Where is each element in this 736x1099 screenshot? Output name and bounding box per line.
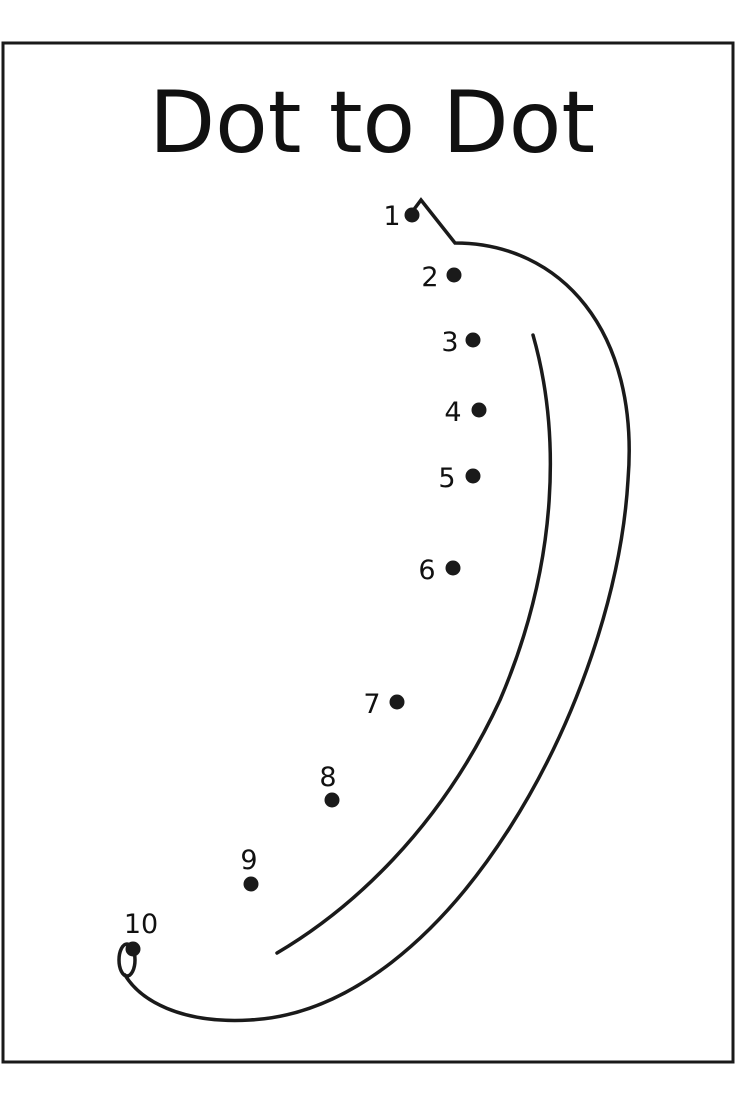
dot-7 [389,694,405,710]
dot-5 [465,468,481,484]
dot-1 [404,207,420,223]
dot-2 [446,267,462,283]
dot-label-2: 2 [421,262,438,293]
dot-8 [324,792,340,808]
page-title: Dot to Dot [149,73,595,173]
dot-3 [465,332,481,348]
dot-9 [243,876,259,892]
dot-label-1: 1 [383,201,400,232]
banana-tip-loop [117,942,137,978]
dot-label-4: 4 [444,397,461,428]
dot-label-6: 6 [418,555,435,586]
dot-label-10: 10 [124,909,158,940]
banana-outer-outline [123,197,631,1023]
dot-6 [445,560,461,576]
dot-label-3: 3 [441,327,458,358]
dot-label-9: 9 [240,845,257,876]
dot-label-8: 8 [319,762,336,793]
banana-inner-outline [275,333,553,955]
dot-label-5: 5 [438,463,455,494]
dot-group: 12 3 4 5 6 7 8 9 10 [124,201,487,957]
dot-4 [471,402,487,418]
page-border [1,41,735,1064]
dot-10 [125,941,141,957]
dot-label-7: 7 [363,689,380,720]
